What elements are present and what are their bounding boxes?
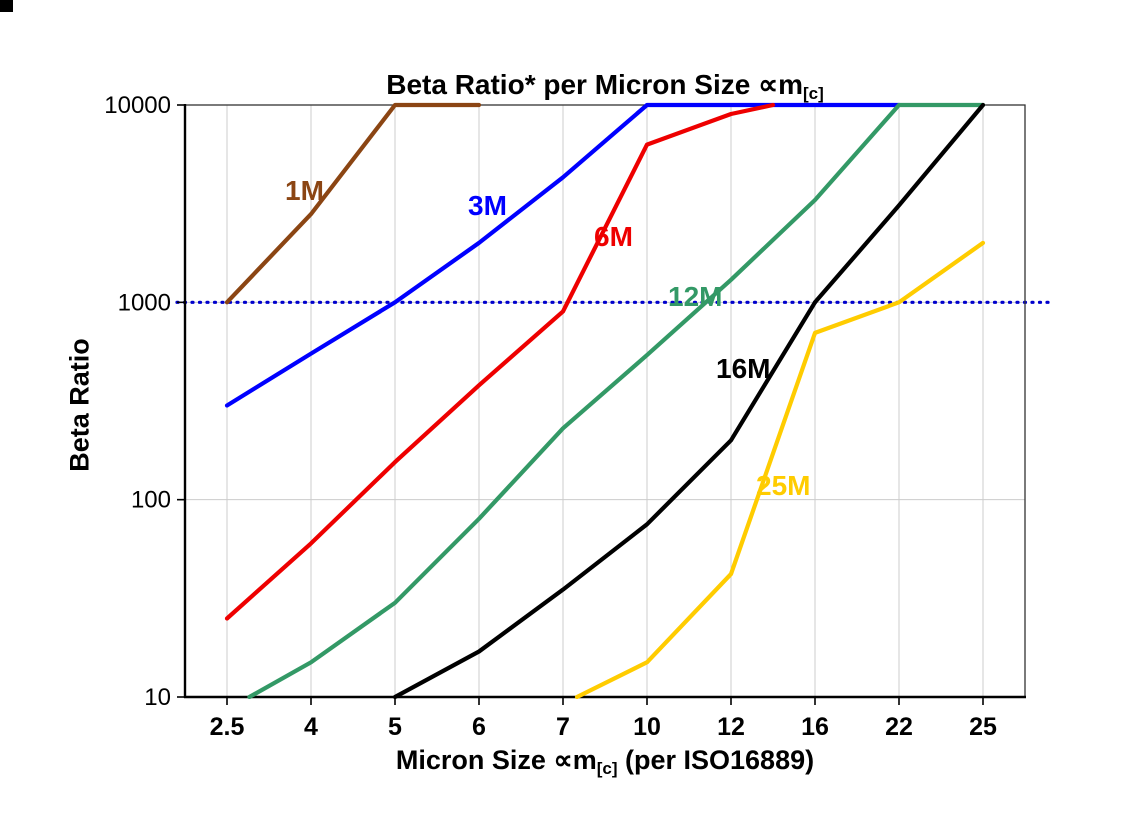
series-line-1M <box>224 102 482 305</box>
x-tick-label: 7 <box>556 713 570 741</box>
series-line-12M <box>247 102 986 699</box>
x-tick-label: 4 <box>304 713 318 741</box>
y-tick-label: 10 <box>144 684 171 711</box>
x-tick-label: 25 <box>969 713 997 741</box>
series-line-25M <box>574 240 986 699</box>
x-tick-label: 10 <box>633 713 661 741</box>
series-label-12M: 12M <box>668 281 722 312</box>
series-line-3M <box>224 102 902 408</box>
corner-artifact <box>0 0 13 12</box>
x-tick-label: 12 <box>717 713 745 741</box>
y-tick-label: 1000 <box>118 289 171 316</box>
x-tick-label: 5 <box>388 713 402 741</box>
x-tick-label: 16 <box>801 713 829 741</box>
series-label-25M: 25M <box>756 470 810 501</box>
series-label-16M: 16M <box>716 353 770 384</box>
series-line-6M <box>224 102 776 621</box>
x-tick-label: 22 <box>885 713 913 741</box>
series-label-3M: 3M <box>468 190 507 221</box>
series-label-6M: 6M <box>594 221 633 252</box>
y-tick-label: 10000 <box>104 92 171 119</box>
x-tick-label: 2.5 <box>210 713 245 741</box>
y-tick-label: 100 <box>131 487 171 514</box>
series-line-16M <box>392 102 986 699</box>
x-tick-label: 6 <box>472 713 486 741</box>
series-label-1M: 1M <box>285 175 324 206</box>
series-group <box>224 102 986 699</box>
